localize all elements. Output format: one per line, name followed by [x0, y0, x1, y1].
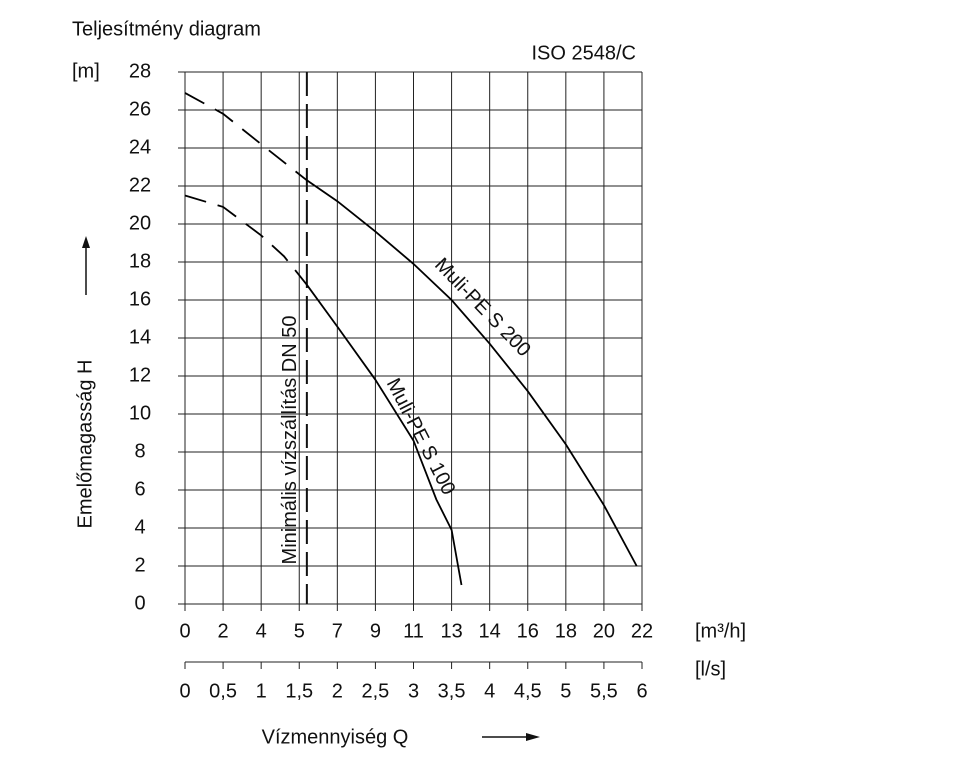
standard-label: ISO 2548/C: [531, 42, 636, 64]
x2-tick-label: 11: [403, 620, 424, 642]
y-tick-label: 22: [129, 174, 151, 196]
y-tick-label: 4: [134, 516, 145, 538]
x2-tick-label: 13: [440, 620, 462, 642]
x2-tick-label: 7: [332, 620, 343, 642]
x-unit: [l/s]: [695, 658, 726, 680]
x2-tick-label: 22: [631, 620, 653, 642]
curve-label: Muli-PE S 100: [382, 375, 460, 499]
x2-tick-label: 0: [179, 620, 190, 642]
x-tick-label: 4,5: [514, 680, 542, 702]
x2-tick-label: 9: [370, 620, 381, 642]
x-tick-label: 3: [408, 680, 419, 702]
curve-dashed: [184, 92, 308, 182]
y-axis-title: Emelőmagasság H: [74, 360, 96, 529]
y-tick-label: 14: [129, 326, 151, 348]
y-tick-label: 2: [134, 554, 145, 576]
x2-tick-label: 2: [218, 620, 229, 642]
x2-tick-label: 4: [256, 620, 267, 642]
x-tick-label: 1: [256, 680, 267, 702]
y-tick-label: 18: [129, 250, 151, 272]
y-tick-label: 10: [129, 402, 151, 424]
y-tick-label: 0: [134, 592, 145, 614]
min-flow-label: Minimális vízszállítás DN 50: [279, 316, 301, 565]
x2-tick-label: 14: [479, 620, 501, 642]
chart-title: Teljesítmény diagram: [72, 18, 261, 40]
y-arrow-head: [82, 236, 90, 248]
x2-tick-label: 18: [555, 620, 577, 642]
x-tick-label: 5,5: [590, 680, 618, 702]
x2-tick-label: 5: [294, 620, 305, 642]
y-tick-label: 12: [129, 364, 151, 386]
x-tick-label: 0: [179, 680, 190, 702]
y-tick-label: 16: [129, 288, 151, 310]
curve-dashed: [184, 194, 308, 286]
x-tick-label: 6: [636, 680, 647, 702]
x2-tick-label: 16: [517, 620, 539, 642]
x-tick-label: 1,5: [285, 680, 313, 702]
x-tick-label: 4: [484, 680, 495, 702]
x-arrow-head: [526, 733, 540, 741]
x-axis-title: Vízmennyiség Q: [262, 726, 409, 748]
x-tick-label: 5: [560, 680, 571, 702]
x-tick-label: 0,5: [209, 680, 237, 702]
curve: [306, 179, 638, 567]
x2-tick-label: 20: [593, 620, 615, 642]
curve-label: Muli-PE S 200: [430, 254, 535, 361]
y-tick-label: 8: [134, 440, 145, 462]
y-unit: [m]: [72, 60, 100, 82]
x2-unit: [m³/h]: [695, 620, 746, 642]
x-tick-label: 2: [332, 680, 343, 702]
y-tick-label: 24: [129, 136, 151, 158]
y-tick-label: 28: [129, 60, 151, 82]
y-tick-label: 20: [129, 212, 151, 234]
curve: [306, 284, 463, 586]
x-tick-label: 2,5: [362, 680, 390, 702]
y-tick-label: 6: [134, 478, 145, 500]
x-tick-label: 3,5: [438, 680, 466, 702]
y-tick-label: 26: [129, 98, 151, 120]
